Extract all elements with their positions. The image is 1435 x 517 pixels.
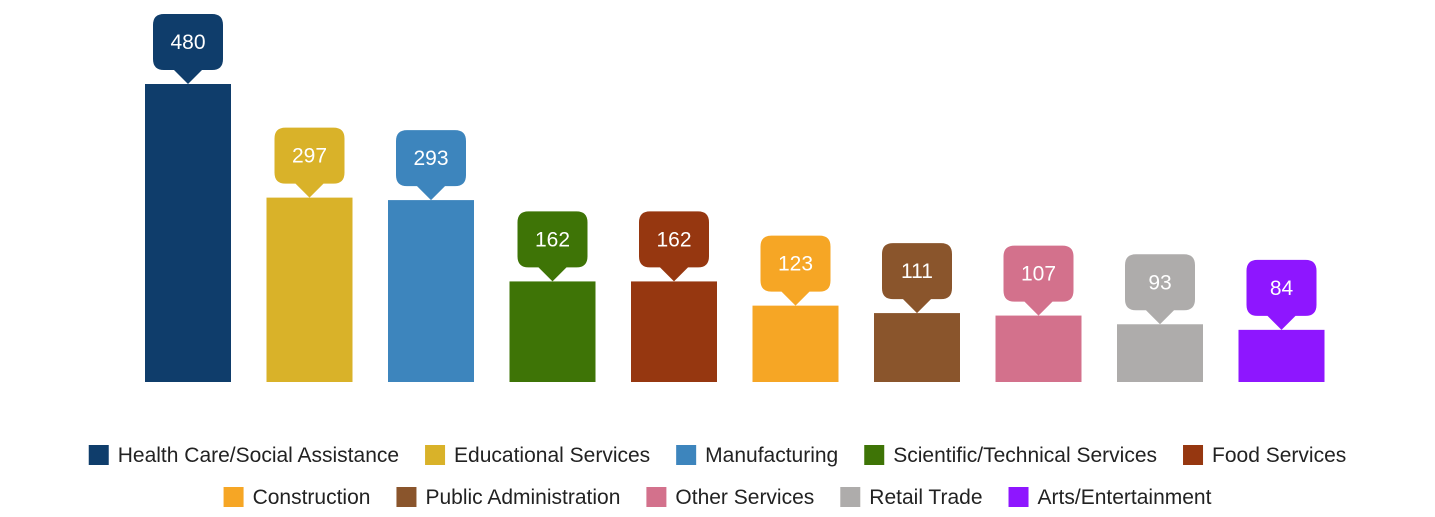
data-label-educational-services: 297: [292, 145, 327, 168]
data-label-bubble-retail-trade: [1125, 254, 1195, 325]
data-label-other-services: 107: [1021, 263, 1056, 286]
data-label-health-care-social-assistance: 480: [170, 31, 205, 54]
data-label-public-administration: 111: [901, 260, 933, 283]
legend-item-arts-entertainment: Arts/Entertainment: [1008, 486, 1212, 509]
legend-label-arts-entertainment: Arts/Entertainment: [1038, 486, 1212, 509]
legend-item-food-services: Food Services: [1183, 444, 1346, 467]
bar-other-services: [995, 315, 1082, 382]
legend-item-health-care-social-assistance: Health Care/Social Assistance: [88, 444, 399, 467]
legend-label-retail-trade: Retail Trade: [869, 486, 982, 509]
legend-item-manufacturing: Manufacturing: [676, 444, 838, 467]
legend-item-educational-services: Educational Services: [425, 444, 650, 467]
bar-health-care-social-assistance: [145, 84, 231, 382]
bars-group: [145, 84, 1325, 382]
legend-label-health-care-social-assistance: Health Care/Social Assistance: [118, 444, 399, 467]
data-label-bubble-construction: [760, 235, 831, 306]
data-labels-group: 480 297 293 162 162 123 111 107 93 84: [153, 14, 1317, 330]
data-label-bubble-educational-services: [274, 127, 345, 198]
legend-label-scientific-technical-services: Scientific/Technical Services: [893, 444, 1157, 467]
legend-swatch-other-services: [646, 487, 667, 507]
legend-item-scientific-technical-services: Scientific/Technical Services: [864, 444, 1157, 467]
data-label-construction: 123: [778, 253, 813, 276]
legend-label-educational-services: Educational Services: [454, 444, 650, 467]
bar-scientific-technical-services: [509, 281, 596, 382]
data-label-food-services: 162: [656, 228, 691, 251]
legend-swatch-food-services: [1183, 445, 1204, 465]
legend-item-other-services: Other Services: [646, 486, 814, 509]
legend-label-food-services: Food Services: [1212, 444, 1346, 467]
legend-item-construction: Construction: [223, 486, 371, 509]
bar-construction: [752, 305, 839, 382]
legend-swatch-health-care-social-assistance: [88, 445, 109, 465]
legend-swatch-educational-services: [425, 445, 446, 465]
legend-label-construction: Construction: [253, 486, 371, 509]
data-label-arts-entertainment: 84: [1270, 277, 1294, 300]
legend-swatch-arts-entertainment: [1008, 487, 1029, 507]
bar-retail-trade: [1117, 324, 1203, 382]
data-label-bubble-other-services: [1003, 245, 1074, 316]
data-label-manufacturing: 293: [413, 147, 448, 170]
legend-swatch-manufacturing: [676, 445, 697, 465]
data-label-bubble-arts-entertainment: [1246, 259, 1317, 330]
legend-swatch-public-administration: [396, 487, 417, 507]
bar-educational-services: [266, 197, 353, 382]
bar-public-administration: [874, 313, 960, 382]
legend-swatch-retail-trade: [840, 487, 861, 507]
data-label-bubble-manufacturing: [396, 130, 466, 201]
data-label-bubble-scientific-technical-services: [517, 211, 588, 282]
data-label-scientific-technical-services: 162: [535, 228, 570, 251]
bar-arts-entertainment: [1238, 329, 1325, 382]
legend-label-public-administration: Public Administration: [425, 486, 620, 509]
legend-item-public-administration: Public Administration: [396, 486, 620, 509]
legend-label-other-services: Other Services: [675, 486, 814, 509]
data-label-bubble-public-administration: [882, 243, 952, 314]
bar-manufacturing: [388, 200, 474, 382]
legend-label-manufacturing: Manufacturing: [705, 444, 838, 467]
legend-swatch-construction: [223, 487, 244, 507]
bar-food-services: [631, 281, 717, 382]
legend-row-2: Construction Public Administration Other S…: [223, 486, 1212, 509]
legend-item-retail-trade: Retail Trade: [840, 486, 983, 509]
data-label-bubble-health-care-social-assistance: [153, 14, 223, 84]
legend-swatch-scientific-technical-services: [864, 445, 885, 465]
legend: Health Care/Social Assistance Educational…: [88, 444, 1346, 509]
data-label-bubble-food-services: [639, 211, 709, 282]
legend-row-1: Health Care/Social Assistance Educational…: [88, 444, 1346, 467]
data-label-retail-trade: 93: [1148, 271, 1171, 294]
